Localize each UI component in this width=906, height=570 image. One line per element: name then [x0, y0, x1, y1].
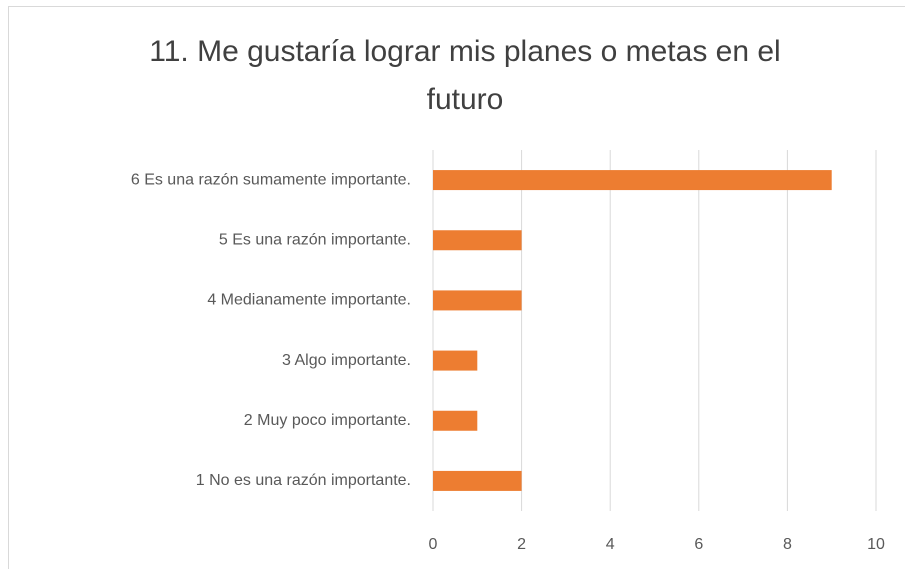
- y-tick-label: 3 Algo importante.: [282, 352, 411, 369]
- x-tick-label: 0: [429, 536, 438, 553]
- bar: [433, 290, 522, 311]
- bar: [433, 410, 478, 431]
- x-tick-label: 2: [517, 536, 526, 553]
- x-tick-label: 8: [783, 536, 792, 553]
- y-tick-label: 1 No es una razón importante.: [196, 472, 411, 489]
- chart-title: 11. Me gustaría lograr mis planes o meta…: [149, 35, 781, 116]
- bar: [433, 230, 522, 251]
- bar: [433, 470, 522, 491]
- y-tick-label: 6 Es una razón sumamente importante.: [131, 171, 411, 188]
- y-tick-label: 4 Medianamente importante.: [207, 292, 411, 309]
- x-tick-label: 6: [694, 536, 703, 553]
- y-tick-label: 2 Muy poco importante.: [244, 412, 411, 429]
- x-tick-label: 4: [606, 536, 615, 553]
- y-tick-label: 5 Es una razón importante.: [219, 231, 411, 248]
- x-tick-label: 10: [867, 536, 885, 553]
- bar: [433, 350, 478, 371]
- chart-frame: [8, 6, 905, 569]
- bar: [433, 170, 832, 191]
